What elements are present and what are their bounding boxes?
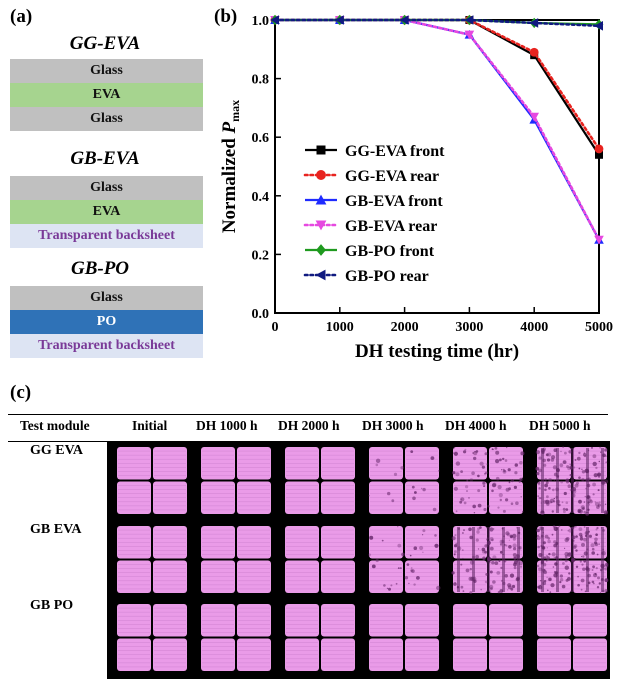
el-image-cell: [451, 524, 525, 595]
data-point: [335, 15, 344, 25]
data-point: [594, 235, 604, 245]
el-image-cell: [199, 602, 273, 673]
el-image-cell: [535, 445, 609, 516]
y-tick-label: 0.8: [252, 73, 270, 88]
legend-marker: [315, 194, 327, 205]
el-image-cell: [451, 445, 525, 516]
data-point: [529, 18, 539, 28]
el-image-cell: [115, 445, 189, 516]
legend-label: GG-EVA rear: [345, 168, 439, 185]
data-point: [594, 144, 604, 154]
el-image-cell: [115, 524, 189, 595]
stack-title-gb-eva: GB-EVA: [70, 148, 140, 169]
header-test-module: Test module: [20, 418, 90, 433]
y-tick-label: 1.0: [252, 14, 270, 29]
el-table-header: Test module Initial DH 1000 h DH 2000 h …: [8, 414, 608, 442]
el-image-cell: [535, 602, 609, 673]
el-image-cell: [283, 602, 357, 673]
el-image-cell: [199, 445, 273, 516]
legend-marker: [315, 220, 327, 231]
header-dh-4000: DH 4000 h: [445, 418, 507, 433]
panel-c-label: (c): [10, 382, 32, 403]
gb-po-layer-3: Transparent backsheet: [10, 334, 203, 358]
el-image-cell: [283, 524, 357, 595]
data-point: [464, 30, 475, 40]
x-tick-label: 4000: [520, 320, 548, 335]
plot-frame: [274, 19, 600, 314]
chart-legend: GG-EVA front GG-EVA rear GB-EVA front GB-EV…: [303, 143, 445, 285]
series-line: [273, 18, 601, 28]
el-image-cell: [367, 602, 441, 673]
el-image-cell: [367, 524, 441, 595]
y-tick-label: 0.4: [252, 190, 270, 205]
el-image-cell: [451, 602, 525, 673]
x-tick-label: 3000: [455, 320, 483, 335]
gb-eva-layer-3: Transparent backsheet: [10, 224, 203, 248]
chart-series: [270, 14, 604, 245]
gb-po-layer-1: Glass: [10, 286, 203, 310]
x-tick-label: 0: [272, 320, 279, 335]
legend-marker: [315, 269, 326, 281]
el-image-grid: [107, 441, 610, 679]
legend-marker: [316, 170, 326, 180]
legend-marker: [316, 244, 326, 256]
panel-a-label: (a): [10, 6, 33, 27]
legend-marker: [316, 145, 326, 155]
row-label-gg-eva: GG EVA: [30, 443, 84, 458]
gb-eva-layer-1: Glass: [10, 176, 203, 200]
series-line: [273, 18, 601, 151]
gg-eva-layer-3: Glass: [10, 107, 203, 131]
header-dh-1000: DH 1000 h: [196, 418, 258, 433]
x-axis-label: DH testing time (hr): [355, 341, 519, 362]
el-image-cell: [283, 445, 357, 516]
header-initial: Initial: [132, 418, 168, 433]
data-point: [529, 47, 539, 57]
data-point: [529, 112, 539, 122]
el-image-cell: [115, 602, 189, 673]
x-tick-label: 1000: [326, 320, 354, 335]
gg-eva-layer-2: EVA: [10, 83, 203, 107]
header-dh-3000: DH 3000 h: [362, 418, 424, 433]
chart-axes: 0 1000 2000 3000 4000 5000 0.0 0.2 0.4 0.6 0.8 1.0 D…: [219, 14, 613, 362]
data-point: [594, 21, 603, 31]
data-point: [270, 15, 279, 25]
data-point: [464, 15, 474, 25]
data-point: [595, 150, 603, 159]
legend-label: GG-EVA front: [345, 143, 445, 160]
el-image-cell: [535, 524, 609, 595]
series-line: [275, 18, 600, 156]
gb-po-layer-2: PO: [10, 310, 203, 334]
y-tick-label: 0.2: [252, 248, 270, 263]
stack-title-gg-eva: GG-EVA: [69, 33, 141, 54]
x-tick-label: 2000: [391, 320, 419, 335]
header-dh-5000: DH 5000 h: [529, 418, 591, 433]
data-point: [399, 15, 409, 25]
el-image-cell: [367, 445, 441, 516]
gb-eva-layer-2: EVA: [10, 200, 203, 224]
y-tick-label: 0.6: [252, 131, 270, 146]
legend-label: GB-EVA front: [345, 193, 443, 210]
y-axis-label: Normalized Pmax: [219, 100, 242, 233]
legend-label: GB-PO front: [345, 243, 435, 260]
y-tick-label: 0.0: [252, 307, 270, 322]
row-label-gb-eva: GB EVA: [30, 522, 82, 537]
el-image-cell: [199, 524, 273, 595]
legend-label: GB-EVA rear: [345, 218, 437, 235]
pmax-line-chart: 0 1000 2000 3000 4000 5000 0.0 0.2 0.4 0.6 0.8 1.0 D…: [219, 14, 613, 362]
gg-eva-layer-1: Glass: [10, 59, 203, 83]
row-label-gb-po: GB PO: [30, 598, 74, 613]
header-dh-2000: DH 2000 h: [278, 418, 340, 433]
panel-b-label: (b): [214, 6, 238, 27]
legend-label: GB-PO rear: [345, 268, 429, 285]
stack-title-gb-po: GB-PO: [70, 258, 130, 279]
x-tick-label: 5000: [585, 320, 613, 335]
